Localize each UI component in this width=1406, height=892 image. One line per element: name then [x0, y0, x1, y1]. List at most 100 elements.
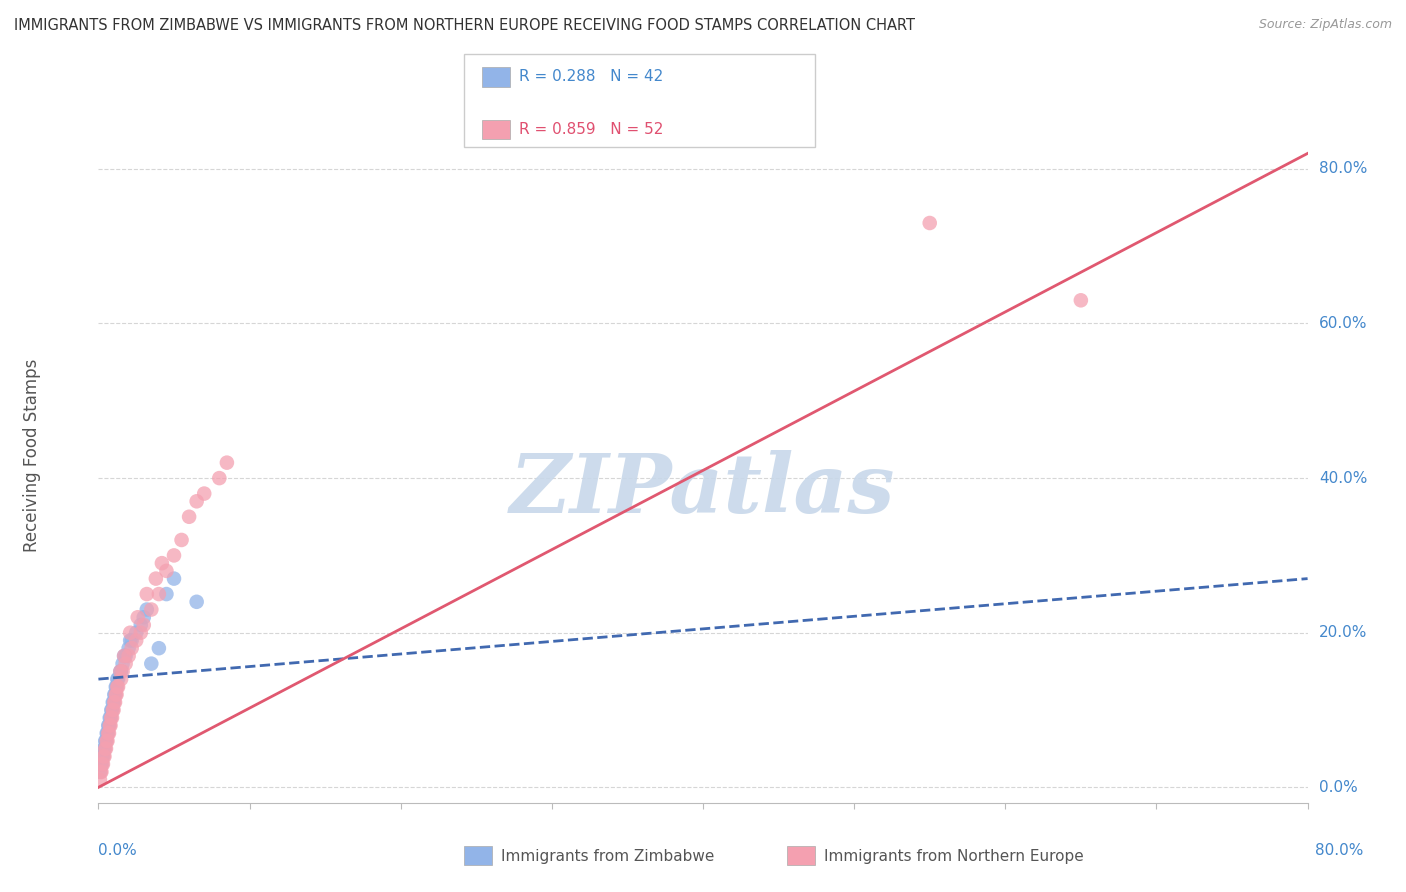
Point — [170, 533, 193, 547]
Point — [141, 657, 163, 671]
Text: R = 0.288   N = 42: R = 0.288 N = 42 — [519, 70, 664, 84]
Point — [98, 726, 121, 740]
Text: IMMIGRANTS FROM ZIMBABWE VS IMMIGRANTS FROM NORTHERN EUROPE RECEIVING FOOD STAMP: IMMIGRANTS FROM ZIMBABWE VS IMMIGRANTS F… — [14, 18, 915, 33]
Point — [118, 641, 141, 656]
Point — [103, 703, 125, 717]
Point — [103, 695, 125, 709]
Point — [129, 618, 152, 632]
Point — [186, 494, 208, 508]
Point — [150, 556, 173, 570]
Text: 80.0%: 80.0% — [1319, 161, 1367, 177]
Point — [93, 741, 115, 756]
Point — [101, 711, 124, 725]
Text: 0.0%: 0.0% — [1319, 780, 1358, 795]
Point — [120, 625, 142, 640]
Text: Immigrants from Northern Europe: Immigrants from Northern Europe — [824, 849, 1084, 863]
Point — [105, 680, 128, 694]
Point — [96, 726, 118, 740]
Point — [132, 618, 155, 632]
Point — [96, 734, 118, 748]
Point — [101, 703, 124, 717]
Point — [145, 572, 167, 586]
Point — [193, 486, 215, 500]
Point — [107, 680, 129, 694]
Point — [97, 718, 120, 732]
Point — [91, 757, 114, 772]
Point — [105, 672, 128, 686]
Point — [100, 718, 122, 732]
Point — [100, 703, 122, 717]
Point — [104, 688, 127, 702]
Point — [96, 734, 118, 748]
Point — [104, 695, 127, 709]
Point — [90, 757, 112, 772]
Point — [89, 764, 111, 779]
Point — [918, 216, 941, 230]
Point — [186, 595, 208, 609]
Text: ZIPatlas: ZIPatlas — [510, 450, 896, 530]
Point — [121, 641, 143, 656]
Point — [163, 549, 186, 563]
Point — [94, 734, 117, 748]
Text: 80.0%: 80.0% — [1316, 843, 1364, 858]
Point — [90, 764, 112, 779]
Text: Source: ZipAtlas.com: Source: ZipAtlas.com — [1258, 18, 1392, 31]
Point — [104, 680, 127, 694]
Point — [141, 602, 163, 616]
Point — [103, 695, 125, 709]
Point — [91, 749, 114, 764]
Point — [94, 741, 117, 756]
Text: 20.0%: 20.0% — [1319, 625, 1367, 640]
Point — [1070, 293, 1092, 308]
Point — [127, 610, 149, 624]
Point — [100, 711, 122, 725]
Point — [93, 741, 115, 756]
Point — [89, 772, 111, 787]
Point — [112, 648, 135, 663]
Point — [94, 734, 117, 748]
Point — [135, 602, 157, 616]
Point — [105, 688, 128, 702]
Point — [110, 672, 132, 686]
Point — [91, 749, 114, 764]
Point — [93, 749, 115, 764]
Point — [111, 665, 134, 679]
Point — [118, 648, 141, 663]
Text: R = 0.859   N = 52: R = 0.859 N = 52 — [519, 122, 664, 136]
Point — [90, 764, 112, 779]
Point — [148, 587, 170, 601]
Point — [90, 757, 112, 772]
Point — [98, 711, 121, 725]
Point — [132, 610, 155, 624]
Point — [110, 665, 132, 679]
Point — [114, 648, 136, 663]
Point — [110, 665, 132, 679]
Text: 60.0%: 60.0% — [1319, 316, 1367, 331]
Point — [179, 509, 201, 524]
Point — [125, 625, 148, 640]
Point — [112, 648, 135, 663]
Point — [163, 572, 186, 586]
Point — [111, 657, 134, 671]
Point — [103, 688, 125, 702]
Point — [104, 688, 127, 702]
Point — [110, 665, 132, 679]
Point — [93, 749, 115, 764]
Point — [101, 695, 124, 709]
Text: Immigrants from Zimbabwe: Immigrants from Zimbabwe — [501, 849, 714, 863]
Point — [208, 471, 231, 485]
Point — [135, 587, 157, 601]
Point — [98, 718, 121, 732]
Point — [101, 703, 124, 717]
Point — [155, 564, 177, 578]
Point — [105, 680, 128, 694]
Point — [114, 657, 136, 671]
Point — [155, 587, 177, 601]
Point — [148, 641, 170, 656]
Point — [120, 633, 142, 648]
Point — [125, 633, 148, 648]
Point — [107, 672, 129, 686]
Point — [121, 633, 143, 648]
Point — [215, 456, 238, 470]
Point — [94, 741, 117, 756]
